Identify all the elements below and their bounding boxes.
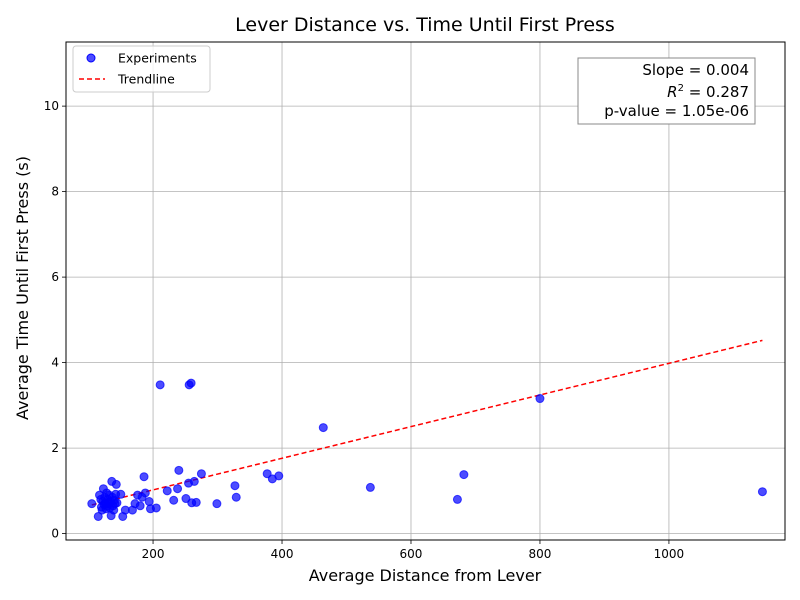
scatter-point [535,394,545,404]
scatter-point [186,378,196,388]
scatter-point [189,476,199,486]
x-tick-label: 600 [400,547,423,561]
x-tick-label: 400 [271,547,294,561]
y-tick-label: 4 [51,356,59,370]
scatter-point [87,499,97,509]
scatter-point [230,481,240,491]
y-axis-ticks: 0 2 4 6 8 10 [44,99,66,541]
x-tick-label: 200 [142,547,165,561]
scatter-point [459,470,469,480]
scatter-point [173,484,183,494]
y-tick-label: 10 [44,99,59,113]
scatter-point [169,495,179,505]
scatter-point [365,482,375,492]
stats-slope: Slope = 0.004 [642,61,749,79]
y-tick-label: 8 [51,185,59,199]
scatter-points [87,378,767,521]
stats-box-frame [577,57,756,125]
scatter-point [116,489,126,499]
grid [66,42,785,540]
y-tick-label: 0 [51,527,59,541]
legend: Experiments Trendline [72,45,211,93]
plot-frame [65,41,786,541]
stats-r-value: = 0.287 [684,83,749,101]
scatter-point [139,472,149,482]
legend-marker-experiments [86,53,96,63]
stats-r-squared: R2 = 0.287 [667,83,749,101]
y-axis-label: Average Time Until First Press (s) [13,156,32,420]
stats-box: Slope = 0.004 R2 = 0.287 p-value = 1.05e… [577,57,756,125]
scatter-point [231,492,241,502]
y-tick-label: 6 [51,270,59,284]
x-axis-ticks: 200 400 600 800 1000 [142,540,685,561]
chart-title: Lever Distance vs. Time Until First Pres… [235,14,615,36]
scatter-point [144,497,154,507]
stats-r-symbol: R [667,83,677,101]
x-tick-label: 1000 [654,547,685,561]
stats-r-superscript: 2 [678,83,684,94]
scatter-point [212,499,222,509]
scatter-point [174,465,184,475]
scatter-point [452,494,462,504]
scatter-point [162,486,172,496]
scatter-point [191,497,201,507]
scatter-point [196,469,206,479]
scatter-point [112,498,122,508]
x-tick-label: 800 [529,547,552,561]
y-tick-label: 2 [51,441,59,455]
legend-label-experiments: Experiments [118,51,197,66]
scatter-point [274,471,284,481]
scatter-point [155,380,165,390]
legend-box [72,45,211,93]
stats-pvalue: p-value = 1.05e-06 [604,102,749,120]
scatter-point [111,479,121,489]
legend-label-trendline: Trendline [117,72,175,87]
scatter-point [151,503,161,513]
scatter-point [135,501,145,511]
x-axis-label: Average Distance from Lever [309,566,542,585]
scatter-point [757,487,767,497]
scatter-point [318,423,328,433]
scatter-point [93,511,103,521]
scatter-point [140,488,150,498]
